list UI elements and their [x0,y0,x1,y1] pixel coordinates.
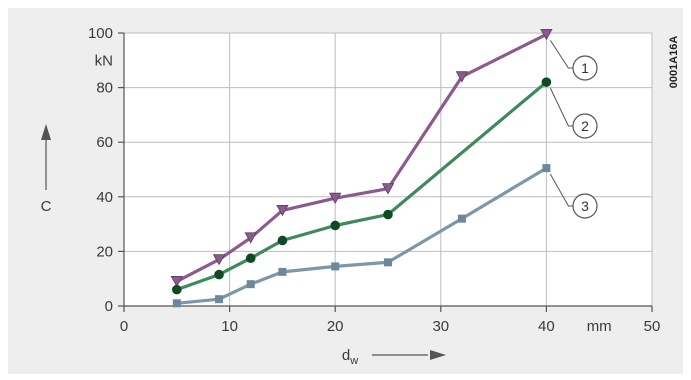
data-point-series-1 [329,192,342,204]
y-tick-label: 0 [105,298,113,315]
callout-badge-1 [572,55,598,81]
data-point-series-1 [212,254,226,266]
data-point-series-1 [455,71,469,83]
x-tick-label: 0 [120,318,128,335]
callout-number-1: 1 [581,60,589,76]
y-tick-label: 80 [96,80,113,97]
x-axis-label-subscript: w [349,355,358,367]
data-point-series-3 [542,164,551,173]
y-tick-label: 20 [96,243,113,260]
callout-number-3: 3 [581,198,589,214]
callout-leader-2 [549,87,573,127]
data-point-series-3 [331,262,340,271]
callout-badge-3 [572,193,598,219]
callout-leader-3 [549,173,573,207]
x-tick-label: 10 [221,318,238,335]
callout-leader-1 [549,40,573,69]
series-line-3 [176,166,548,305]
data-point-series-1 [540,28,553,41]
data-point-series-3 [384,258,392,267]
y-axis-label: C [41,198,52,215]
y-tick-label: 60 [96,134,113,151]
data-point-series-3 [215,295,224,304]
x-tick-label: 30 [432,318,449,335]
callout-badge-2 [572,113,598,139]
y-tick-label: 100 [88,25,113,42]
data-point-series-2 [541,77,552,87]
callout-number-2: 2 [581,118,589,134]
data-point-series-2 [277,235,288,246]
x-tick-label: 40 [538,318,555,335]
y-unit-label: kN [95,52,113,69]
data-point-series-2 [172,284,182,295]
data-point-series-1 [381,183,395,195]
y-axis-arrowhead [41,124,51,140]
data-point-series-2 [330,220,341,231]
x-axis-arrowhead [430,350,446,360]
data-point-series-2 [383,209,393,220]
data-point-series-1 [276,205,289,217]
data-point-series-3 [172,299,181,308]
x-unit-label: mm [587,318,612,335]
x-tick-label: 50 [644,318,661,335]
data-point-series-3 [246,280,255,289]
data-point-series-2 [214,269,224,280]
data-point-series-1 [244,232,257,244]
x-tick-label: 20 [327,318,344,335]
data-point-series-3 [278,267,287,276]
data-point-series-1 [170,276,183,288]
series-line-1 [176,32,548,283]
data-point-series-2 [245,253,256,264]
y-tick-label: 40 [96,189,113,206]
figure-id: 0001A16A [668,36,680,89]
data-point-series-3 [457,214,466,223]
